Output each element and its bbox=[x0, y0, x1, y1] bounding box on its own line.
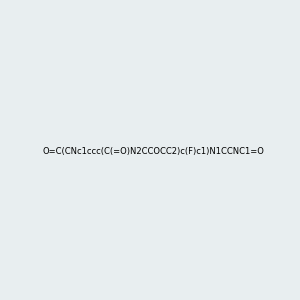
Text: O=C(CNc1ccc(C(=O)N2CCOCC2)c(F)c1)N1CCNC1=O: O=C(CNc1ccc(C(=O)N2CCOCC2)c(F)c1)N1CCNC1… bbox=[43, 147, 265, 156]
